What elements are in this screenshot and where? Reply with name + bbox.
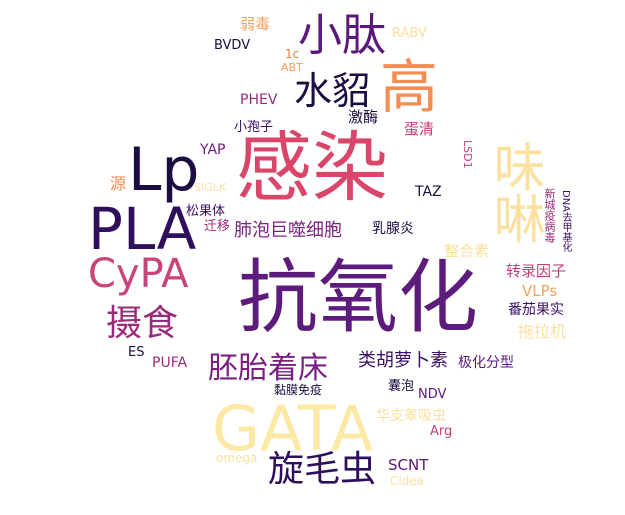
word-peitai: 胚胎着床 [208, 351, 328, 386]
word-gata: GATA [212, 392, 374, 465]
word-shuidiao: 水貂 [294, 69, 371, 113]
word-es: ES [128, 345, 145, 360]
word-lp: Lp [128, 135, 200, 205]
word-ndv: NDV [418, 387, 447, 402]
word-weijing: 味啉 [484, 140, 544, 244]
word-jihua: 极化分型 [458, 355, 514, 371]
word-nianmo: 黏膜免疫 [274, 383, 323, 397]
word-arg: Arg [430, 424, 453, 439]
word-xinguan: 新城疫病毒 [543, 188, 556, 243]
word-xuanmaochong: 旋毛虫 [268, 449, 377, 490]
word-leihuluobu: 类胡萝卜素 [358, 350, 448, 371]
word-xiaobaozi: 小孢子 [234, 120, 274, 135]
word-yuan: 源 [110, 174, 127, 193]
word-ganran: 感染 [236, 123, 388, 212]
word-danqing: 蛋清 [404, 120, 435, 138]
word-dna: DNA去甲基化 [560, 190, 571, 253]
word-ruodu: 弱毒 [240, 15, 271, 33]
word-xiaotai: 小肽 [298, 10, 386, 61]
word-1c: 1c [285, 47, 300, 61]
word-tuolaji: 拖拉机 [518, 322, 567, 341]
word-gao: 高 [380, 53, 439, 121]
word-scnt: SCNT [388, 456, 429, 474]
word-vlps: VLPs [522, 282, 558, 300]
word-nangpao: 囊泡 [388, 379, 415, 394]
word-fanqie: 番茄果实 [508, 302, 564, 318]
word-ruxianyan: 乳腺炎 [372, 221, 414, 237]
word-sheshi: 摄食 [106, 303, 179, 344]
word-kanghua: 抗氧化 [238, 251, 478, 344]
word-qianyi: 迁移 [204, 219, 231, 234]
word-zhengheisu: 整合素 [444, 242, 490, 260]
word-cypa: CyPA [88, 251, 189, 297]
word-bvdv: BVDV [214, 38, 251, 53]
word-phev: PHEV [240, 92, 278, 108]
word-huazhi: 华支睾吸虫 [376, 408, 446, 424]
word-siglk: SIGLK [194, 181, 227, 194]
word-abt: ABT [281, 61, 303, 74]
word-feipao: 肺泡巨噬细胞 [234, 220, 342, 241]
word-omega: omega [216, 451, 258, 465]
word-songguoti: 松果体 [186, 204, 226, 219]
word-rabv: RABV [392, 26, 427, 41]
word-jimei: 激酶 [348, 108, 379, 126]
word-yap: YAP [200, 142, 226, 158]
word-cidea: Cidea [390, 474, 425, 488]
word-zhuanlu: 转录因子 [506, 262, 567, 280]
word-pla: PLA [88, 195, 197, 263]
word-lsd1: LSD1 [461, 140, 474, 169]
word-pufa: PUFA [152, 355, 188, 371]
word-taz: TAZ [415, 184, 442, 200]
